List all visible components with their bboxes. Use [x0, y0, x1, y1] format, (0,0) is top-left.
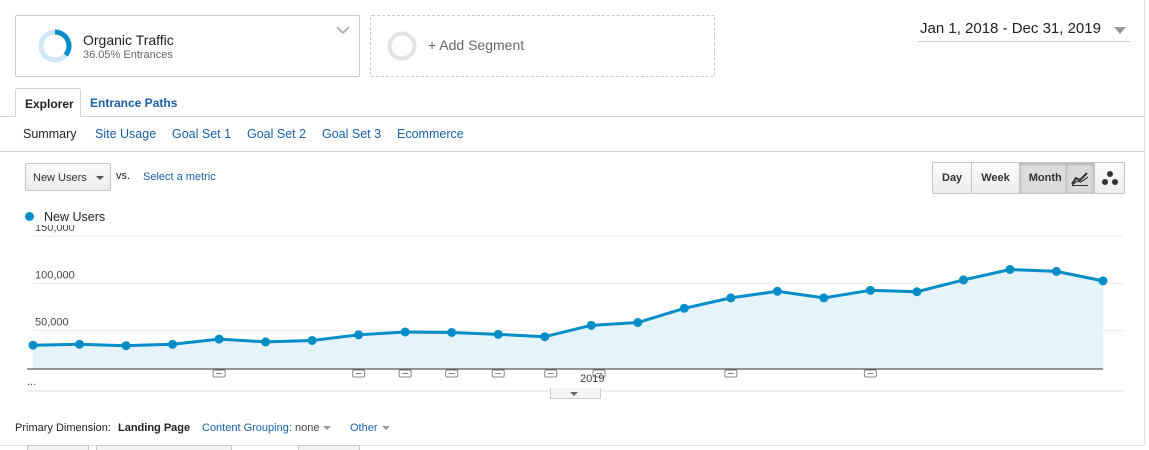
subnav-goal-set-3[interactable]: Goal Set 3 [322, 127, 382, 141]
data-point [1051, 266, 1061, 276]
new-users-chart[interactable]: 150,000 100,000 50,000... 2019 [0, 225, 1144, 405]
line-chart-icon [1071, 172, 1089, 186]
annotation-marker-icon [398, 369, 412, 378]
content-grouping-label[interactable]: Content Grouping: [202, 422, 292, 434]
chart-type-toggle [1065, 162, 1125, 194]
table-toolbar-button[interactable] [27, 445, 89, 450]
annotation-marker-icon [863, 369, 877, 378]
tab-explorer[interactable]: Explorer [15, 88, 81, 117]
segment-title: Organic Traffic [83, 32, 174, 48]
chevron-down-icon[interactable] [335, 22, 351, 38]
add-segment-button[interactable]: + Add Segment [370, 15, 715, 77]
other-dimension-dropdown[interactable]: Other [350, 422, 390, 434]
data-point [28, 340, 38, 350]
tabs-divider [0, 116, 1144, 117]
segment-organic-traffic[interactable]: Organic Traffic 36.05% Entrances [15, 15, 360, 77]
dropdown-caret-icon [381, 426, 390, 431]
expand-caret-icon[interactable] [570, 392, 578, 396]
annotation-marker-icon [491, 369, 505, 378]
series-area [33, 269, 1103, 369]
day-button[interactable]: Day [933, 163, 973, 193]
subnav-goal-set-1[interactable]: Goal Set 1 [172, 127, 232, 141]
x-tick-label: 2019 [580, 373, 604, 385]
subnav-ecommerce[interactable]: Ecommerce [397, 127, 464, 141]
subnav-site-usage[interactable]: Site Usage [95, 127, 157, 141]
data-point [540, 332, 550, 342]
data-point [679, 303, 689, 313]
date-range-picker[interactable]: Jan 1, 2018 - Dec 31, 2019 [920, 20, 1101, 37]
data-point [261, 337, 271, 347]
month-button[interactable]: Month [1019, 163, 1071, 193]
y-tick-label: 50,000 [35, 317, 69, 329]
y-tick-label: 150,000 [35, 225, 75, 234]
data-point [121, 341, 131, 351]
y-tick-label: 100,000 [35, 269, 75, 281]
data-point [307, 335, 317, 345]
x-tick-label: ... [27, 376, 36, 388]
data-point [168, 339, 178, 349]
data-point [633, 318, 643, 328]
select-metric-link[interactable]: Select a metric [143, 171, 216, 183]
subnav-summary[interactable]: Summary [23, 127, 77, 141]
annotation-marker-icon [724, 369, 738, 378]
motion-chart-icon [1101, 171, 1118, 185]
table-toolbar-button[interactable] [96, 445, 232, 450]
empty-segment-ring-icon [387, 31, 417, 61]
subnav-goal-set-2[interactable]: Goal Set 2 [247, 127, 307, 141]
annotation-marker-icon [592, 369, 606, 378]
date-underline [918, 41, 1130, 42]
data-point [75, 339, 85, 349]
data-point [1098, 276, 1108, 286]
granularity-toggle: Day Week Month [932, 162, 1072, 194]
annotation-marker-icon [352, 369, 366, 378]
data-point [354, 330, 364, 340]
data-point [958, 275, 968, 285]
content-grouping-value: none [295, 422, 320, 434]
data-point [493, 329, 503, 339]
data-point [447, 327, 457, 337]
data-point [586, 320, 596, 330]
annotation-marker-icon [212, 369, 226, 378]
legend-series-dot [25, 212, 34, 221]
segment-subtitle: 36.05% Entrances [83, 49, 173, 61]
data-point [726, 293, 736, 303]
line-chart-button[interactable] [1066, 163, 1095, 193]
annotation-marker-icon [544, 369, 558, 378]
subnav-divider [0, 151, 1144, 152]
tab-entrance-paths[interactable]: Entrance Paths [90, 96, 178, 110]
metric-caret-icon [96, 176, 104, 180]
data-point [214, 334, 224, 344]
add-segment-label: + Add Segment [428, 37, 525, 53]
motion-chart-button[interactable] [1095, 163, 1124, 193]
legend-series-label: New Users [44, 210, 106, 224]
dropdown-caret-icon [323, 426, 332, 431]
data-point [819, 293, 829, 303]
primary-dimension-landing-page[interactable]: Landing Page [118, 422, 191, 434]
content-grouping-dropdown[interactable]: none [295, 422, 332, 434]
primary-dimension-label: Primary Dimension: [15, 422, 111, 434]
data-point [865, 285, 875, 295]
date-caret-icon[interactable] [1114, 27, 1126, 34]
table-toolbar-button[interactable] [298, 445, 360, 450]
week-button[interactable]: Week [972, 163, 1020, 193]
other-label: Other [350, 422, 378, 434]
data-point [772, 286, 782, 296]
data-point [912, 287, 922, 297]
vs-label: vs. [116, 170, 131, 182]
segment-ring-icon [38, 29, 72, 63]
annotation-marker-icon [445, 369, 459, 378]
data-point [1005, 264, 1015, 274]
series-line [32, 267, 1104, 348]
data-point [400, 327, 410, 337]
